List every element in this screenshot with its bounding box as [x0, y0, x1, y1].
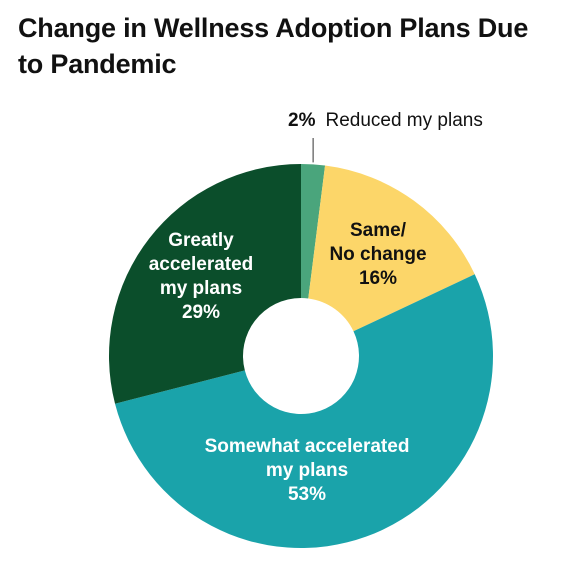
slice-reduced-my-plans: [301, 164, 326, 299]
value-label-reduced-my-plans: 2%: [288, 110, 316, 131]
name-label-reduced-my-plans: Reduced my plans: [325, 110, 482, 131]
value-label-greatly-accelerated-my-plans: 29%: [182, 302, 220, 323]
slice-greatly-accelerated-my-plans: [109, 164, 301, 404]
name-label-somewhat-accelerated-my-plans-line-2: my plans: [266, 460, 348, 481]
value-label-same-no-change: 16%: [359, 268, 397, 289]
chart-title: Change in Wellness Adoption Plans Due to…: [18, 13, 529, 79]
name-label-same-no-change-line-1: Same/: [350, 220, 407, 241]
value-label-somewhat-accelerated-my-plans: 53%: [288, 484, 326, 505]
name-label-greatly-accelerated-my-plans-line-2: accelerated: [149, 254, 254, 275]
slice-same-no-change: [308, 165, 475, 332]
name-label-same-no-change-line-2: No change: [329, 244, 426, 265]
label-reduced-my-plans: 2% Reduced my plans: [288, 110, 483, 131]
labels-group: 2% Reduced my plans Same/No change 16% Somew…: [149, 110, 483, 505]
slices-group: [109, 164, 493, 548]
name-label-somewhat-accelerated-my-plans-line-1: Somewhat accelerated: [205, 436, 410, 457]
name-label-greatly-accelerated-my-plans-line-3: my plans: [160, 278, 242, 299]
slice-somewhat-accelerated-my-plans: [115, 274, 493, 548]
name-label-greatly-accelerated-my-plans-line-1: Greatly: [168, 230, 234, 251]
